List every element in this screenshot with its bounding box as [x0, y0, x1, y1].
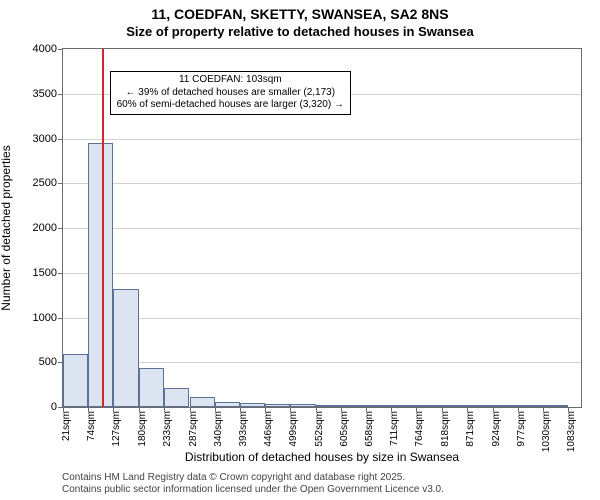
- histogram-bar: [215, 402, 240, 407]
- x-tick-label: 74sqm: [86, 411, 97, 441]
- histogram-bar: [467, 405, 492, 407]
- x-tick-label: 340sqm: [213, 411, 224, 447]
- annotation-line: 60% of semi-detached houses are larger (…: [117, 99, 344, 112]
- y-tick-label: 3500: [33, 88, 57, 100]
- x-tick-label: 21sqm: [61, 411, 72, 441]
- histogram-bar: [493, 405, 518, 407]
- gridline: [63, 228, 581, 229]
- x-tick-label: 711sqm: [389, 411, 400, 446]
- histogram-bar: [341, 405, 366, 407]
- x-tick-label: 764sqm: [414, 411, 425, 447]
- gridline: [63, 139, 581, 140]
- y-tick-label: 2500: [33, 177, 57, 189]
- y-tick: [58, 49, 63, 50]
- plot-area: 0500100015002000250030003500400021sqm74s…: [62, 48, 582, 408]
- attribution-line-2: Contains public sector information licen…: [62, 484, 590, 496]
- histogram-bar: [265, 404, 290, 407]
- x-tick-label: 499sqm: [288, 411, 299, 447]
- x-tick-label: 924sqm: [491, 411, 502, 447]
- gridline: [63, 362, 581, 363]
- x-tick-label: 605sqm: [339, 411, 350, 447]
- y-tick-label: 3000: [33, 133, 57, 145]
- x-tick-label: 1083sqm: [566, 411, 577, 452]
- x-axis-label: Distribution of detached houses by size …: [62, 450, 582, 464]
- histogram-bar: [190, 397, 215, 407]
- property-marker-line: [102, 49, 104, 407]
- histogram-bar: [290, 404, 315, 407]
- histogram-bar: [113, 289, 138, 407]
- gridline: [63, 273, 581, 274]
- y-tick: [58, 228, 63, 229]
- property-size-chart: 11, COEDFAN, SKETTY, SWANSEA, SA2 8NS Si…: [0, 0, 600, 500]
- y-tick: [58, 139, 63, 140]
- attribution-line-1: Contains HM Land Registry data © Crown c…: [62, 472, 590, 484]
- histogram-bar: [63, 354, 88, 407]
- x-tick-label: 552sqm: [314, 411, 325, 447]
- annotation-line: 11 COEDFAN: 103sqm: [117, 74, 344, 87]
- x-tick-label: 1030sqm: [541, 411, 552, 452]
- chart-subtitle: Size of property relative to detached ho…: [0, 24, 600, 39]
- histogram-bar: [240, 403, 265, 407]
- histogram-bar: [88, 143, 113, 407]
- annotation-box: 11 COEDFAN: 103sqm← 39% of detached hous…: [110, 71, 351, 115]
- x-tick-label: 977sqm: [516, 411, 527, 447]
- y-tick: [58, 183, 63, 184]
- histogram-bar: [164, 388, 189, 407]
- annotation-line: ← 39% of detached houses are smaller (2,…: [117, 87, 344, 100]
- histogram-bar: [518, 405, 543, 407]
- gridline: [63, 183, 581, 184]
- gridline: [63, 318, 581, 319]
- y-tick-label: 1000: [33, 312, 57, 324]
- x-tick-label: 180sqm: [137, 411, 148, 447]
- y-tick: [58, 273, 63, 274]
- y-tick-label: 1500: [33, 267, 57, 279]
- chart-title: 11, COEDFAN, SKETTY, SWANSEA, SA2 8NS: [0, 6, 600, 22]
- y-tick-label: 4000: [33, 43, 57, 55]
- histogram-bar: [139, 368, 164, 407]
- histogram-bar: [366, 405, 391, 407]
- x-tick-label: 127sqm: [111, 411, 122, 447]
- histogram-bar: [416, 405, 441, 407]
- x-tick-label: 818sqm: [440, 411, 451, 447]
- y-tick: [58, 318, 63, 319]
- histogram-bar: [391, 405, 416, 407]
- x-tick-label: 446sqm: [263, 411, 274, 447]
- histogram-bar: [543, 405, 568, 407]
- x-tick-label: 233sqm: [162, 411, 173, 447]
- y-tick: [58, 94, 63, 95]
- x-tick-label: 658sqm: [364, 411, 375, 447]
- histogram-bar: [316, 405, 341, 407]
- y-tick-label: 2000: [33, 222, 57, 234]
- histogram-bar: [442, 405, 467, 407]
- x-tick-label: 871sqm: [465, 411, 476, 447]
- y-tick-label: 500: [39, 356, 57, 368]
- y-axis-label: Number of detached properties: [0, 48, 13, 408]
- x-tick-label: 287sqm: [188, 411, 199, 447]
- y-tick-label: 0: [51, 401, 57, 413]
- x-tick-label: 393sqm: [238, 411, 249, 447]
